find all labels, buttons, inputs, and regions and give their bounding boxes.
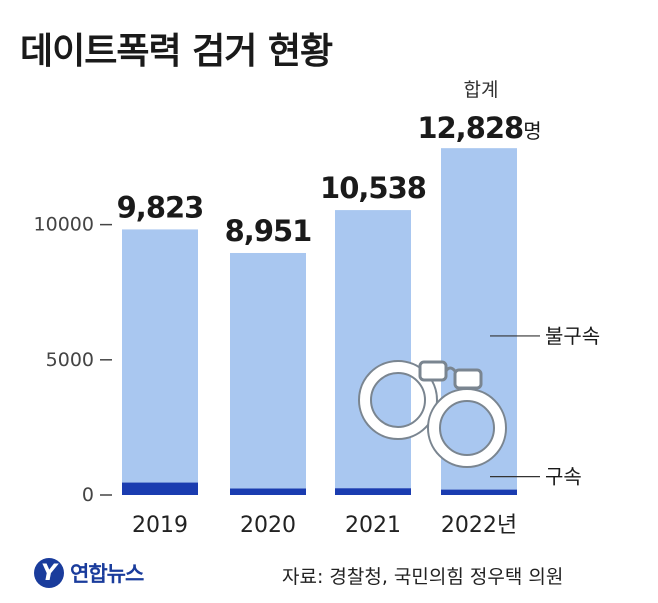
x-tick-label: 2022년	[441, 513, 517, 538]
x-tick-label: 2019	[132, 513, 188, 538]
logo-mark-icon: Y	[34, 558, 64, 588]
bar-detention	[441, 489, 517, 495]
bar-non-detention	[230, 252, 306, 489]
total-label: 10,538	[320, 171, 426, 205]
total-caption: 합계	[464, 79, 499, 101]
legend-label-non-detention: 불구속	[545, 324, 600, 348]
publisher-logo: Y 연합뉴스	[34, 558, 144, 588]
x-tick-label: 2021	[345, 513, 401, 538]
bar-detention	[122, 482, 198, 495]
source-note: 자료: 경찰청, 국민의힘 정우택 의원	[282, 566, 564, 588]
y-tick-label: 0	[82, 484, 94, 506]
x-tick-label: 2020	[240, 513, 296, 538]
bar-detention	[335, 488, 411, 495]
total-label: 9,823	[117, 190, 204, 224]
bar-detention	[230, 488, 306, 495]
bar-non-detention	[335, 210, 411, 489]
total-label: 8,951	[225, 214, 312, 248]
legend-label-detention: 구속	[545, 465, 582, 489]
logo-text: 연합뉴스	[70, 562, 144, 586]
bar-non-detention	[122, 229, 198, 483]
y-tick-label: 5000	[46, 349, 94, 371]
total-label: 12,828명	[417, 111, 540, 145]
chart-title: 데이트폭력 검거 현황	[20, 31, 333, 72]
y-tick-label: 10000	[34, 214, 94, 236]
handcuffs-icon	[358, 360, 507, 468]
